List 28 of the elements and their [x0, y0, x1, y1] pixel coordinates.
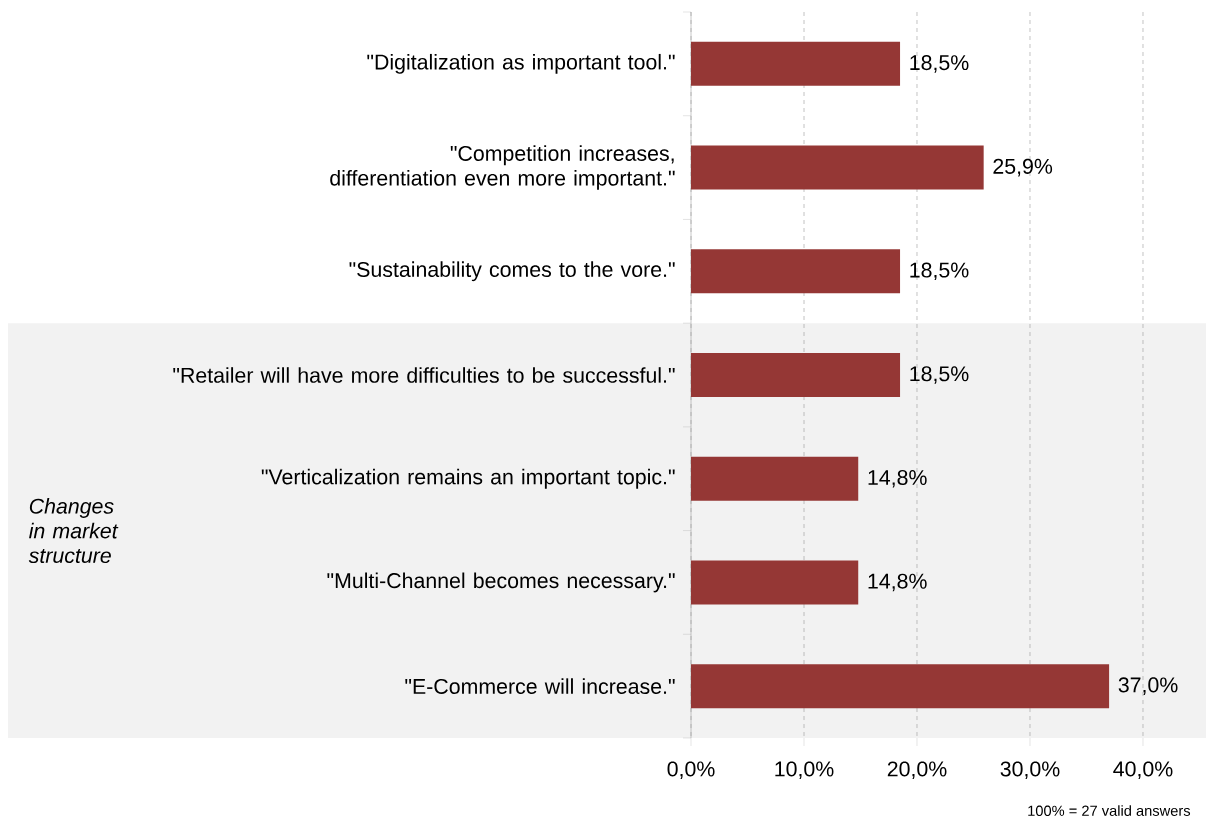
bar: [691, 145, 984, 190]
bar: [691, 664, 1110, 709]
bar: [691, 353, 901, 398]
data-label: 14,8%: [868, 469, 927, 488]
bar: [691, 456, 859, 501]
bar: [691, 41, 901, 86]
y-tick-label: "E-Commerce will increase.": [405, 678, 675, 694]
x-tick-label: 10,0%: [775, 761, 834, 779]
data-label: 25,9%: [993, 158, 1053, 177]
y-tick-label: "Verticalization remains an important topic.": [261, 468, 675, 489]
y-tick-label: "Competition increases, differentiation even more important.": [330, 145, 675, 190]
data-label: 14,8%: [868, 573, 927, 592]
x-tick-label: 30,0%: [1000, 761, 1060, 779]
y-tick-label: "Digitalization as important tool.": [367, 53, 675, 74]
data-label: 18,5%: [910, 366, 969, 384]
x-tick-label: 0,0%: [667, 761, 715, 779]
bar: [691, 560, 859, 605]
x-tick-label: 20,0%: [887, 761, 947, 779]
band-label: Changes in market structure: [28, 498, 119, 564]
data-label: 18,5%: [910, 55, 969, 73]
y-tick-label: "Retailer will have more difficulties to be successful.": [173, 367, 675, 383]
data-label: 18,5%: [910, 262, 969, 281]
y-tick-label: "Multi-Channel becomes necessary.": [327, 572, 675, 593]
x-tick-label: 40,0%: [1113, 761, 1173, 779]
y-tick-label: "Sustainability comes to the vore.": [349, 261, 675, 282]
bar: [691, 249, 901, 294]
text: 100% = 27 valid answers: [1028, 805, 1191, 816]
data-label: 37,0%: [1118, 677, 1178, 695]
